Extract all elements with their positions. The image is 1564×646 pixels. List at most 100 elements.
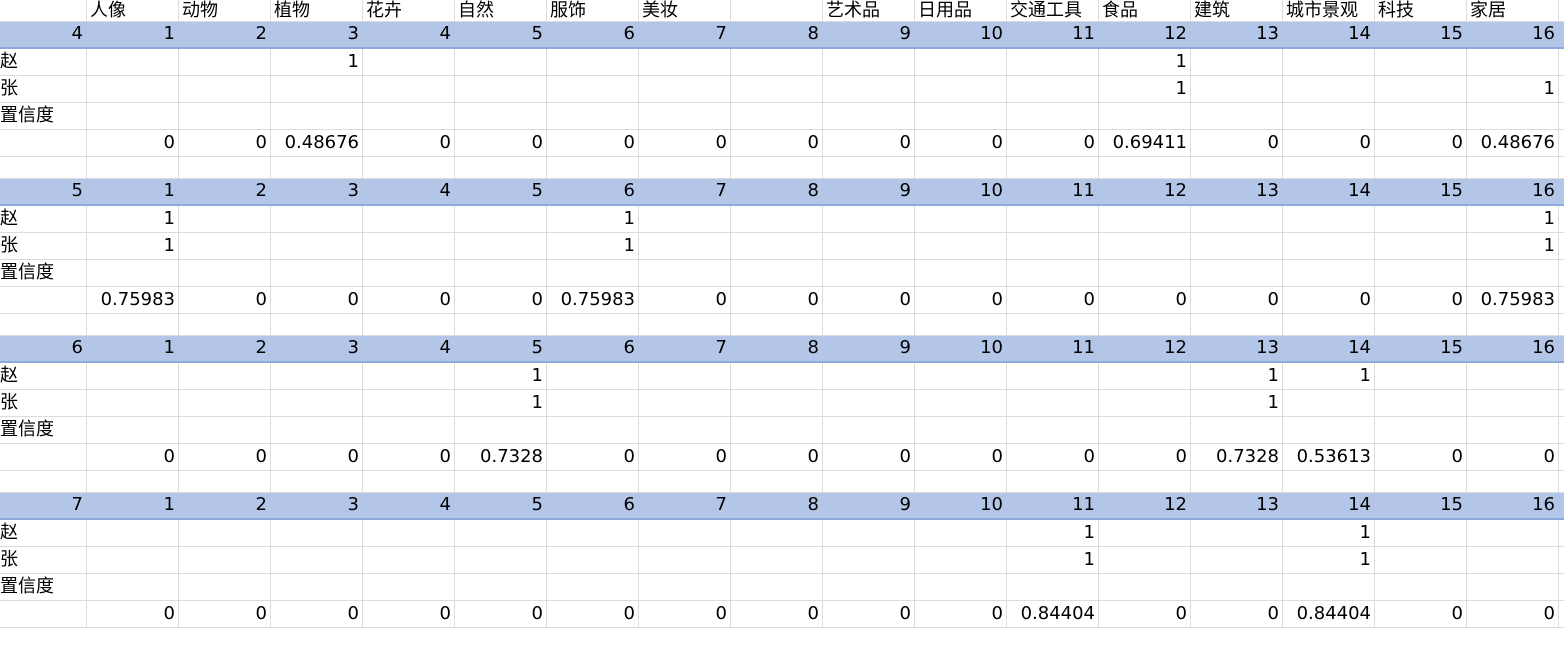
- empty-cell[interactable]: [1375, 103, 1467, 129]
- empty-cell[interactable]: [639, 157, 731, 178]
- confidence-cell[interactable]: 0.53613: [1283, 444, 1375, 470]
- zhao-cell[interactable]: [363, 363, 455, 389]
- zhang-cell[interactable]: [271, 390, 363, 416]
- zhao-cell[interactable]: [271, 520, 363, 546]
- zhao-cell[interactable]: 1: [87, 206, 179, 232]
- confidence-cell[interactable]: 0: [1007, 130, 1099, 156]
- zhao-cell[interactable]: [363, 49, 455, 75]
- empty-cell[interactable]: [1099, 417, 1191, 443]
- zhang-cell[interactable]: [455, 233, 547, 259]
- empty-cell[interactable]: [547, 574, 639, 600]
- empty-cell[interactable]: [363, 471, 455, 492]
- empty-cell[interactable]: [1007, 417, 1099, 443]
- zhao-cell[interactable]: [915, 520, 1007, 546]
- zhang-cell[interactable]: [731, 390, 823, 416]
- zhao-cell[interactable]: [87, 520, 179, 546]
- confidence-cell[interactable]: 0: [547, 130, 639, 156]
- header-cell[interactable]: 植物: [271, 0, 363, 21]
- zhang-cell[interactable]: [823, 233, 915, 259]
- empty-cell[interactable]: [271, 103, 363, 129]
- confidence-cell[interactable]: 0: [1099, 287, 1191, 313]
- empty-cell[interactable]: [639, 103, 731, 129]
- confidence-cell[interactable]: 0: [731, 130, 823, 156]
- empty-cell[interactable]: [455, 260, 547, 286]
- zhao-cell[interactable]: 1: [1467, 206, 1559, 232]
- confidence-cell[interactable]: 0: [823, 287, 915, 313]
- confidence-cell[interactable]: 0: [915, 601, 1007, 627]
- zhang-cell[interactable]: [1099, 390, 1191, 416]
- column-number-cell[interactable]: 4: [363, 22, 455, 47]
- row-label-zhang[interactable]: 张: [0, 76, 87, 102]
- confidence-cell[interactable]: 0: [179, 444, 271, 470]
- confidence-cell[interactable]: 0: [271, 444, 363, 470]
- empty-cell[interactable]: [1467, 157, 1559, 178]
- column-number-cell[interactable]: 12: [1099, 179, 1191, 204]
- column-number-cell[interactable]: 10: [915, 336, 1007, 361]
- empty-cell[interactable]: [363, 417, 455, 443]
- empty-cell[interactable]: [87, 314, 179, 335]
- column-number-cell[interactable]: 16: [1467, 493, 1559, 518]
- column-number-cell[interactable]: 15: [1375, 336, 1467, 361]
- confidence-cell[interactable]: 0: [639, 130, 731, 156]
- empty-cell[interactable]: [87, 103, 179, 129]
- empty-cell[interactable]: [455, 471, 547, 492]
- empty-cell[interactable]: [363, 260, 455, 286]
- zhang-cell[interactable]: [1191, 547, 1283, 573]
- empty-cell[interactable]: [1191, 574, 1283, 600]
- empty-cell[interactable]: [179, 157, 271, 178]
- block-index-cell[interactable]: 5: [0, 179, 87, 204]
- zhang-cell[interactable]: [179, 547, 271, 573]
- column-number-cell[interactable]: 5: [455, 22, 547, 47]
- zhang-cell[interactable]: [823, 547, 915, 573]
- zhao-cell[interactable]: [271, 206, 363, 232]
- zhang-cell[interactable]: [1283, 76, 1375, 102]
- confidence-cell[interactable]: 0: [1375, 444, 1467, 470]
- empty-cell[interactable]: [731, 471, 823, 492]
- confidence-cell[interactable]: 0: [1467, 601, 1559, 627]
- empty-cell[interactable]: [1007, 471, 1099, 492]
- empty-cell[interactable]: [731, 417, 823, 443]
- empty-cell[interactable]: [823, 260, 915, 286]
- zhang-cell[interactable]: 1: [1099, 76, 1191, 102]
- empty-cell[interactable]: [1375, 314, 1467, 335]
- empty-cell[interactable]: [1283, 471, 1375, 492]
- empty-cell[interactable]: [547, 157, 639, 178]
- column-number-cell[interactable]: 14: [1283, 22, 1375, 47]
- empty-cell[interactable]: [639, 314, 731, 335]
- empty-cell[interactable]: [179, 103, 271, 129]
- zhao-cell[interactable]: [1283, 49, 1375, 75]
- column-number-cell[interactable]: 9: [823, 493, 915, 518]
- empty-cell[interactable]: [179, 260, 271, 286]
- empty-cell[interactable]: [1467, 260, 1559, 286]
- column-number-cell[interactable]: 13: [1191, 493, 1283, 518]
- zhao-cell[interactable]: 1: [455, 363, 547, 389]
- confidence-cell[interactable]: 0.48676: [1467, 130, 1559, 156]
- column-number-cell[interactable]: 9: [823, 22, 915, 47]
- confidence-cell[interactable]: 0: [823, 130, 915, 156]
- zhao-cell[interactable]: [1007, 206, 1099, 232]
- zhang-cell[interactable]: [731, 76, 823, 102]
- zhao-cell[interactable]: [823, 363, 915, 389]
- column-number-cell[interactable]: 9: [823, 179, 915, 204]
- zhao-cell[interactable]: [823, 520, 915, 546]
- zhao-cell[interactable]: [363, 520, 455, 546]
- confidence-cell[interactable]: 0: [731, 601, 823, 627]
- zhao-cell[interactable]: [1375, 520, 1467, 546]
- confidence-cell[interactable]: 0.75983: [547, 287, 639, 313]
- row-label-zhang[interactable]: 张: [0, 390, 87, 416]
- column-number-cell[interactable]: 8: [731, 493, 823, 518]
- header-cell[interactable]: [731, 0, 823, 21]
- empty-cell[interactable]: [547, 417, 639, 443]
- header-cell[interactable]: 动物: [179, 0, 271, 21]
- confidence-cell[interactable]: 0: [1191, 130, 1283, 156]
- empty-cell[interactable]: [1191, 314, 1283, 335]
- zhao-cell[interactable]: [731, 520, 823, 546]
- column-number-cell[interactable]: 16: [1467, 179, 1559, 204]
- zhao-cell[interactable]: [639, 363, 731, 389]
- column-number-cell[interactable]: 7: [639, 493, 731, 518]
- confidence-cell[interactable]: 0: [547, 601, 639, 627]
- column-number-cell[interactable]: 16: [1467, 336, 1559, 361]
- empty-cell[interactable]: [179, 417, 271, 443]
- zhang-cell[interactable]: 1: [1283, 547, 1375, 573]
- empty-cell[interactable]: [1467, 471, 1559, 492]
